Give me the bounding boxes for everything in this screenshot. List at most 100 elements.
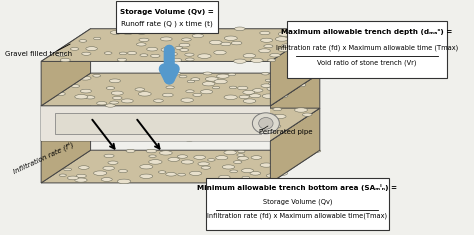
Ellipse shape [172,58,182,62]
Ellipse shape [214,51,226,55]
Ellipse shape [234,59,246,63]
Ellipse shape [261,84,272,87]
Ellipse shape [264,114,277,118]
Ellipse shape [205,77,218,81]
Ellipse shape [81,89,91,93]
Ellipse shape [101,133,109,136]
Ellipse shape [88,133,101,137]
Text: Runoff rate (Q ) x time (t): Runoff rate (Q ) x time (t) [121,20,213,27]
Ellipse shape [121,99,133,103]
Ellipse shape [63,132,75,136]
Ellipse shape [208,159,215,161]
Ellipse shape [172,72,181,75]
Ellipse shape [294,108,308,112]
Ellipse shape [163,93,173,97]
Ellipse shape [259,49,270,53]
Ellipse shape [251,58,263,63]
Ellipse shape [108,161,118,164]
Text: Void ratio of stone trench (Vr): Void ratio of stone trench (Vr) [317,59,417,66]
Ellipse shape [313,150,321,152]
Ellipse shape [168,157,180,161]
Ellipse shape [67,176,79,180]
Ellipse shape [262,94,275,98]
Polygon shape [55,113,261,134]
Polygon shape [41,150,320,183]
Ellipse shape [164,125,176,129]
Ellipse shape [252,113,279,134]
Ellipse shape [107,117,118,121]
Ellipse shape [295,83,306,87]
Ellipse shape [76,174,86,178]
Text: Gravel filled trench: Gravel filled trench [5,51,73,57]
Ellipse shape [193,93,202,96]
Ellipse shape [98,125,106,127]
Ellipse shape [216,156,228,160]
Ellipse shape [237,154,245,156]
Ellipse shape [231,41,242,45]
Ellipse shape [273,108,282,111]
Ellipse shape [259,118,273,129]
Ellipse shape [181,160,193,164]
Polygon shape [41,73,320,106]
Ellipse shape [111,91,123,95]
Ellipse shape [267,86,280,91]
Polygon shape [270,29,320,106]
Ellipse shape [154,99,164,102]
Ellipse shape [206,110,214,113]
Ellipse shape [202,82,215,86]
Ellipse shape [137,43,146,46]
Ellipse shape [214,79,227,84]
Ellipse shape [239,95,249,99]
Ellipse shape [274,171,288,176]
Ellipse shape [146,149,156,153]
Polygon shape [270,73,320,141]
Ellipse shape [270,53,280,57]
Ellipse shape [183,107,193,110]
Ellipse shape [198,162,210,166]
Ellipse shape [55,92,65,96]
Ellipse shape [224,95,237,99]
Ellipse shape [138,92,151,96]
Ellipse shape [125,136,134,139]
Ellipse shape [205,137,214,140]
Ellipse shape [237,86,248,90]
Ellipse shape [201,166,210,169]
Ellipse shape [177,155,188,158]
Ellipse shape [233,161,242,164]
Ellipse shape [71,85,80,87]
Ellipse shape [224,36,237,40]
FancyBboxPatch shape [206,177,389,230]
Polygon shape [270,108,320,183]
Ellipse shape [128,51,137,55]
Ellipse shape [150,133,160,136]
Ellipse shape [192,34,203,38]
Ellipse shape [79,39,87,42]
Ellipse shape [217,74,229,78]
Ellipse shape [278,48,290,52]
Ellipse shape [292,78,300,82]
Ellipse shape [85,96,95,99]
Ellipse shape [243,90,255,94]
Ellipse shape [123,31,133,35]
Ellipse shape [94,37,101,40]
Ellipse shape [151,137,161,141]
Ellipse shape [312,30,320,32]
Ellipse shape [242,176,250,179]
Text: Minimum allowable trench bottom area (SAₘᴵₙ) =: Minimum allowable trench bottom area (SA… [197,184,397,191]
Ellipse shape [178,173,185,176]
Ellipse shape [255,125,265,129]
Ellipse shape [262,72,269,75]
Polygon shape [41,73,91,141]
Ellipse shape [65,123,76,127]
Ellipse shape [93,74,100,77]
Ellipse shape [110,31,121,34]
Ellipse shape [118,179,131,184]
Ellipse shape [291,41,298,44]
Ellipse shape [79,166,89,169]
Ellipse shape [72,131,82,134]
Ellipse shape [84,121,96,125]
Ellipse shape [115,125,126,129]
Ellipse shape [158,171,166,173]
Ellipse shape [214,113,222,116]
Ellipse shape [117,115,128,118]
